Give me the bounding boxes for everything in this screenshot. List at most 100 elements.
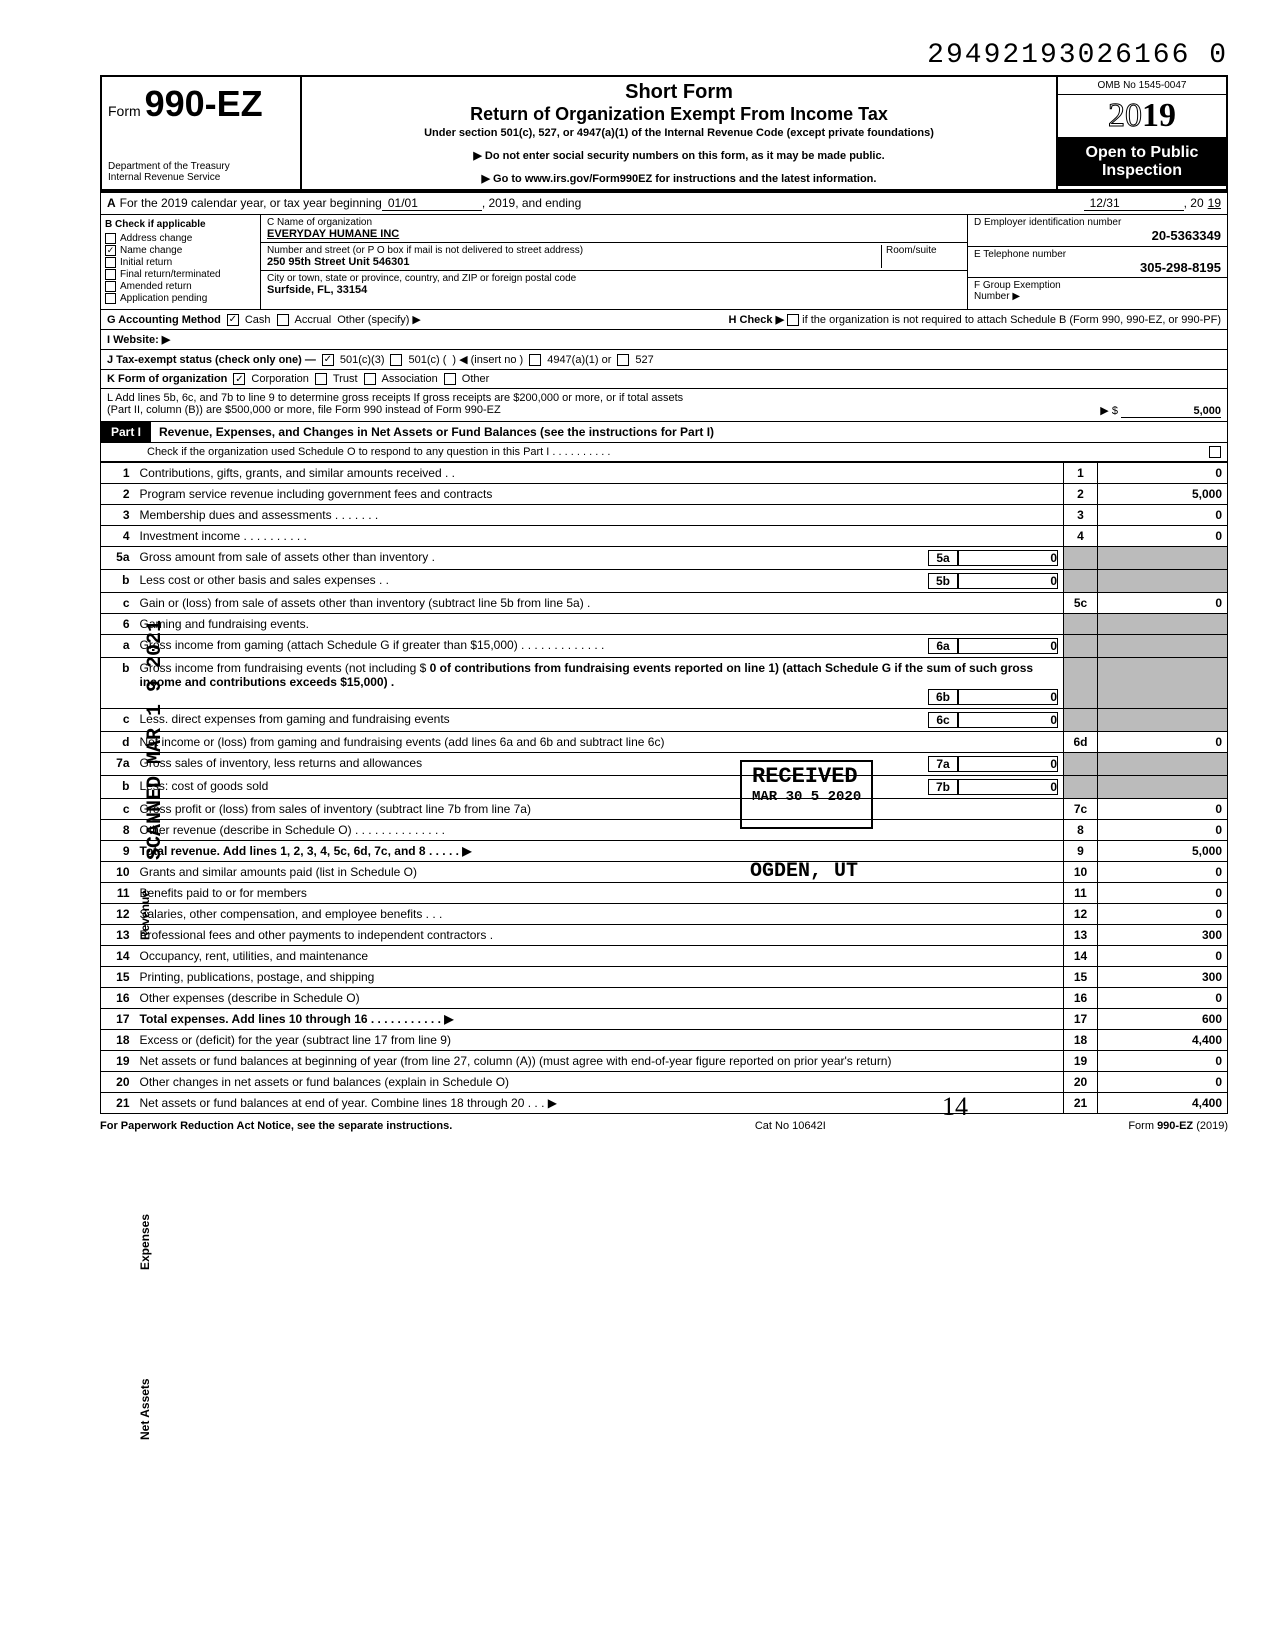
line-14: Occupancy, rent, utilities, and maintena… bbox=[135, 946, 1064, 967]
form-number: Form 990-EZ bbox=[108, 83, 294, 125]
chk-name-change[interactable]: ✓Name change bbox=[105, 245, 256, 256]
gross-receipts[interactable]: 5,000 bbox=[1121, 405, 1221, 418]
year-end[interactable]: 12/31 bbox=[1084, 196, 1184, 211]
line-20: Other changes in net assets or fund bala… bbox=[135, 1072, 1064, 1093]
amt-5c[interactable]: 0 bbox=[1098, 593, 1228, 614]
amt-2[interactable]: 5,000 bbox=[1098, 484, 1228, 505]
title-sub: Under section 501(c), 527, or 4947(a)(1)… bbox=[310, 127, 1048, 139]
top-file-number: 29492193026166 0 bbox=[100, 40, 1228, 71]
chk-accrual[interactable] bbox=[277, 314, 289, 326]
amt-4[interactable]: 0 bbox=[1098, 526, 1228, 547]
side-expenses: Expenses bbox=[138, 1214, 152, 1270]
chk-501c[interactable] bbox=[390, 354, 402, 366]
row-k-form-of-org: K Form of organization ✓Corporation Trus… bbox=[100, 370, 1228, 389]
chk-cash[interactable]: ✓ bbox=[227, 314, 239, 326]
addr-label: Number and street (or P O box if mail is… bbox=[267, 245, 881, 256]
row-a-tax-year: A For the 2019 calendar year, or tax yea… bbox=[100, 193, 1228, 215]
org-street[interactable]: 250 95th Street Unit 546301 bbox=[267, 256, 881, 268]
row-j-tax-status: J Tax-exempt status (check only one) — ✓… bbox=[100, 350, 1228, 370]
chk-initial-return[interactable]: Initial return bbox=[105, 257, 256, 268]
line-6c: Less. direct expenses from gaming and fu… bbox=[135, 709, 1064, 732]
amt-7a[interactable]: 0 bbox=[958, 756, 1058, 772]
chk-final-return[interactable]: Final return/terminated bbox=[105, 269, 256, 280]
amt-5b[interactable]: 0 bbox=[958, 573, 1058, 589]
chk-501c3[interactable]: ✓ bbox=[322, 354, 334, 366]
chk-no-sched-b[interactable] bbox=[787, 314, 799, 326]
chk-corp[interactable]: ✓ bbox=[233, 373, 245, 385]
chk-amended[interactable]: Amended return bbox=[105, 281, 256, 292]
ledger-table: 1Contributions, gifts, grants, and simil… bbox=[100, 462, 1228, 1114]
amt-8[interactable]: 0 bbox=[1098, 820, 1228, 841]
line-13: Professional fees and other payments to … bbox=[135, 925, 1064, 946]
amt-21[interactable]: 4,400 bbox=[1098, 1093, 1228, 1114]
amt-6b[interactable]: 0 bbox=[958, 689, 1058, 705]
amt-20[interactable]: 0 bbox=[1098, 1072, 1228, 1093]
chk-address-change[interactable]: Address change bbox=[105, 233, 256, 244]
room-label: Room/suite bbox=[886, 245, 961, 256]
handwritten-14: 14 bbox=[942, 1092, 968, 1122]
line-6d: Net income or (loss) from gaming and fun… bbox=[135, 732, 1064, 753]
amt-15[interactable]: 300 bbox=[1098, 967, 1228, 988]
amt-6d[interactable]: 0 bbox=[1098, 732, 1228, 753]
chk-trust[interactable] bbox=[315, 373, 327, 385]
name-label: C Name of organization bbox=[267, 217, 961, 228]
year-begin[interactable]: 01/01 bbox=[382, 196, 482, 211]
page-footer: For Paperwork Reduction Act Notice, see … bbox=[100, 1120, 1228, 1132]
line-9: Total revenue. Add lines 1, 2, 3, 4, 5c,… bbox=[135, 841, 1064, 862]
line-7b: Less: cost of goods sold 7b 0 bbox=[135, 776, 1064, 799]
line-17: Total expenses. Add lines 10 through 16 … bbox=[135, 1009, 1064, 1030]
phone-value[interactable]: 305-298-8195 bbox=[974, 260, 1221, 275]
chk-other-org[interactable] bbox=[444, 373, 456, 385]
amt-12[interactable]: 0 bbox=[1098, 904, 1228, 925]
chk-assoc[interactable] bbox=[364, 373, 376, 385]
amt-5a[interactable]: 0 bbox=[958, 550, 1058, 566]
amt-7c[interactable]: 0 bbox=[1098, 799, 1228, 820]
amt-6c[interactable]: 0 bbox=[958, 712, 1058, 728]
row-i-website: I Website: ▶ bbox=[100, 330, 1228, 350]
amt-19[interactable]: 0 bbox=[1098, 1051, 1228, 1072]
amt-1[interactable]: 0 bbox=[1098, 463, 1228, 484]
chk-4947[interactable] bbox=[529, 354, 541, 366]
amt-10[interactable]: 0 bbox=[1098, 862, 1228, 883]
line-18: Excess or (deficit) for the year (subtra… bbox=[135, 1030, 1064, 1051]
org-city[interactable]: Surfside, FL, 33154 bbox=[267, 284, 961, 296]
line-7a: Gross sales of inventory, less returns a… bbox=[135, 753, 1064, 776]
amt-7b[interactable]: 0 bbox=[958, 779, 1058, 795]
amt-14[interactable]: 0 bbox=[1098, 946, 1228, 967]
line-7c: Gross profit or (loss) from sales of inv… bbox=[135, 799, 1064, 820]
group-exempt-label: F Group ExemptionNumber ▶ bbox=[974, 280, 1221, 302]
line-15: Printing, publications, postage, and shi… bbox=[135, 967, 1064, 988]
city-label: City or town, state or province, country… bbox=[267, 273, 961, 284]
side-revenue: Revenue bbox=[138, 890, 152, 940]
org-name[interactable]: EVERYDAY HUMANE INC bbox=[267, 228, 961, 240]
line-6b: Gross income from fundraising events (no… bbox=[135, 658, 1064, 709]
chk-schedule-o[interactable] bbox=[1209, 446, 1221, 458]
amt-11[interactable]: 0 bbox=[1098, 883, 1228, 904]
phone-label: E Telephone number bbox=[974, 249, 1221, 260]
row-g-h: G Accounting Method ✓Cash Accrual Other … bbox=[100, 310, 1228, 330]
line-21: Net assets or fund balances at end of ye… bbox=[135, 1093, 1064, 1114]
amt-9[interactable]: 5,000 bbox=[1098, 841, 1228, 862]
form-header: Form 990-EZ Department of the Treasury I… bbox=[100, 75, 1228, 193]
chk-application-pending[interactable]: Application pending bbox=[105, 293, 256, 304]
line-2: Program service revenue including govern… bbox=[135, 484, 1064, 505]
amt-18[interactable]: 4,400 bbox=[1098, 1030, 1228, 1051]
line-5a: Gross amount from sale of assets other t… bbox=[135, 547, 1064, 570]
note-ssn: ▶ Do not enter social security numbers o… bbox=[310, 149, 1048, 162]
amt-16[interactable]: 0 bbox=[1098, 988, 1228, 1009]
amt-13[interactable]: 300 bbox=[1098, 925, 1228, 946]
line-5c: Gain or (loss) from sale of assets other… bbox=[135, 593, 1064, 614]
line-4: Investment income . . . . . . . . . . bbox=[135, 526, 1064, 547]
line-6: Gaming and fundraising events. bbox=[135, 614, 1064, 635]
amt-3[interactable]: 0 bbox=[1098, 505, 1228, 526]
part1-check-o: Check if the organization used Schedule … bbox=[100, 443, 1228, 462]
tax-year: 2019 bbox=[1058, 95, 1226, 138]
amt-17[interactable]: 600 bbox=[1098, 1009, 1228, 1030]
line-10: Grants and similar amounts paid (list in… bbox=[135, 862, 1064, 883]
note-url: ▶ Go to www.irs.gov/Form990EZ for instru… bbox=[310, 172, 1048, 185]
amt-6a[interactable]: 0 bbox=[958, 638, 1058, 654]
line-16: Other expenses (describe in Schedule O) bbox=[135, 988, 1064, 1009]
ein-value[interactable]: 20-5363349 bbox=[974, 228, 1221, 243]
chk-527[interactable] bbox=[617, 354, 629, 366]
ein-label: D Employer identification number bbox=[974, 217, 1221, 228]
